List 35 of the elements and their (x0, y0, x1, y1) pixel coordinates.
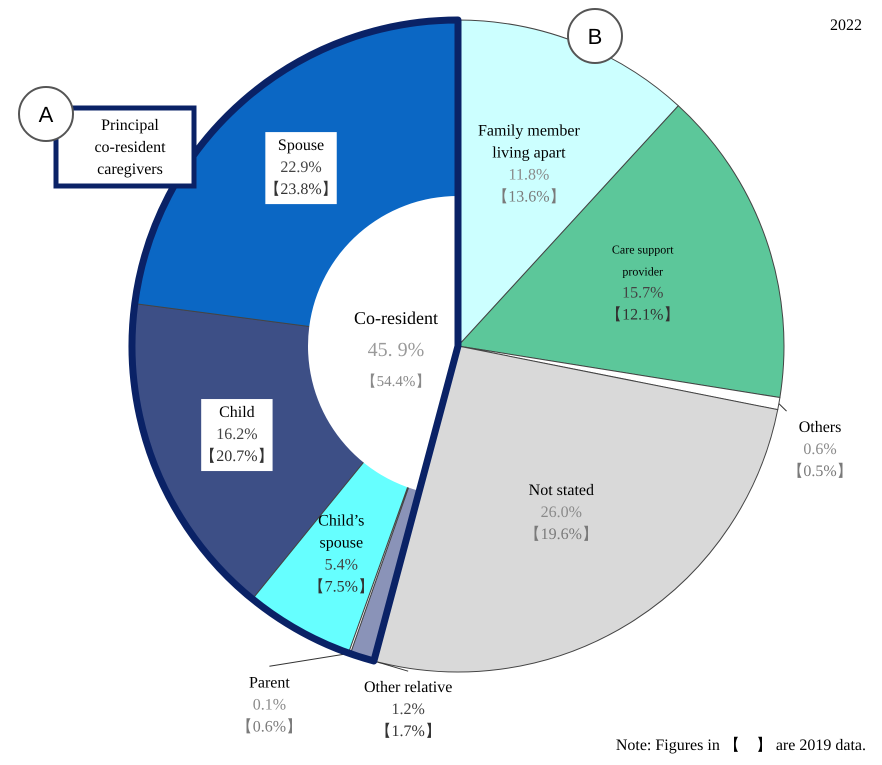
data-label: 0.6% (803, 441, 837, 458)
data-label: 26.0% (540, 504, 582, 522)
text: 【13.6%】 (492, 188, 566, 206)
text: 【23.8%】 (264, 180, 338, 198)
text: 45. 9% (368, 339, 424, 361)
slice-label: Family member living apart (478, 122, 580, 162)
text: Note: Figures in 【 】 are 2019 data. (616, 736, 866, 754)
slice-label: Child (219, 404, 255, 422)
slice-label: Other relative (364, 679, 452, 696)
text: 【20.7%】 (200, 447, 274, 466)
text: 【12.1%】 (606, 306, 680, 324)
data-label: 0.1% (252, 696, 286, 714)
data-label: 16.2% (216, 426, 258, 444)
text: 【19.6%】 (524, 525, 598, 544)
slice-label: Parent (248, 674, 290, 692)
data-label: 15.7% (622, 284, 664, 302)
text: Co-resident (354, 308, 438, 328)
text: 【54.4%】 (362, 373, 430, 390)
text: 【7.5%】 (308, 577, 374, 596)
slice-label: Not stated (528, 482, 594, 500)
slice-label: Child’s spouse (318, 512, 364, 552)
text: 【1.7%】 (375, 722, 441, 740)
data-label: 22.9% (280, 159, 322, 176)
text: A (38, 102, 54, 127)
data-label: 5.4% (324, 556, 358, 574)
slice-label: Spouse (278, 137, 324, 154)
text: 【0.5%】 (787, 462, 853, 480)
text: B (588, 24, 602, 49)
text: Principal co-resident caregivers (94, 117, 166, 178)
text: 2022 (830, 17, 862, 34)
text: 【0.6%】 (236, 717, 302, 736)
data-label: 1.2% (391, 701, 425, 718)
slice-label: Care support provider (612, 242, 674, 279)
data-label: 11.8% (508, 166, 550, 184)
slice-label: Others (798, 419, 842, 436)
